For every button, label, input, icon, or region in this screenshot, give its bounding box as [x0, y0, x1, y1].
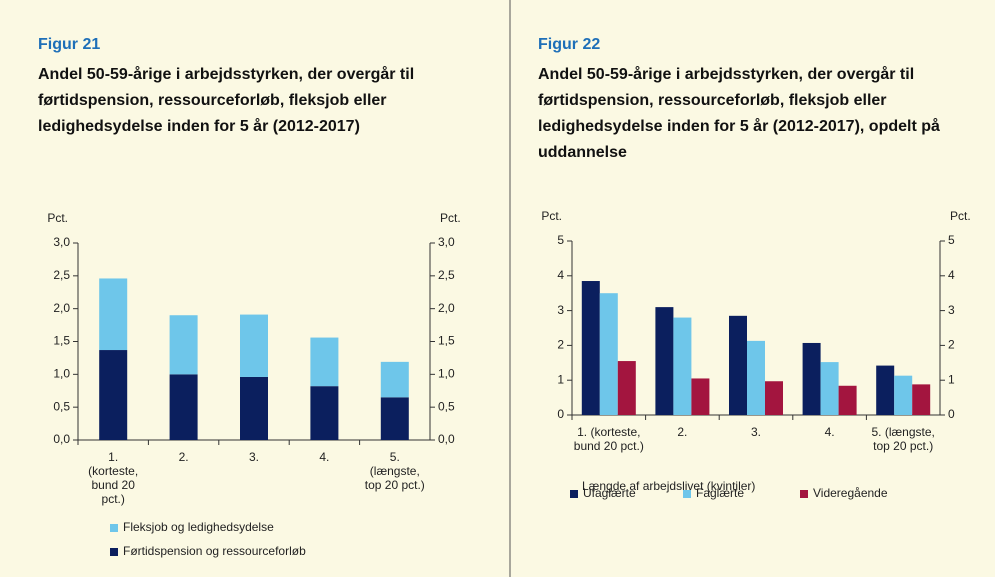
y-tick-label: 5	[948, 233, 955, 247]
bar-segment	[380, 397, 409, 440]
x-axis-label: Længde af arbejdslivet (kvintiler)	[582, 479, 756, 493]
y-tick-label: 3	[557, 303, 564, 317]
y-tick-label: 0,0	[438, 432, 455, 446]
bar	[599, 293, 618, 415]
y-tick-label: 0,5	[438, 399, 455, 413]
x-tick-label: 1. (korteste, bund 20 pct.)	[573, 425, 644, 453]
legend-label: Førtidspension og ressourceforløb	[123, 544, 306, 558]
y-tick-label: 2	[948, 338, 955, 352]
y-tick-label: 0,0	[53, 432, 70, 446]
y-tick-label: 1	[557, 372, 564, 386]
bar-segment	[240, 314, 268, 377]
x-tick-label: 4.	[319, 450, 330, 464]
y-tick-label: 2	[557, 338, 564, 352]
legend-swatch	[110, 548, 118, 556]
bar	[912, 384, 931, 415]
x-tick-label: 1. (korteste, bund 20 pct.)	[88, 450, 139, 506]
bar	[802, 342, 821, 415]
bar	[581, 281, 600, 415]
legend-label: Videregående	[813, 486, 888, 500]
bar	[747, 340, 765, 415]
bar-segment	[310, 386, 339, 440]
y-tick-label: 3	[948, 303, 955, 317]
y-axis-label: Pct.	[541, 209, 562, 223]
y-tick-label: 4	[557, 268, 564, 282]
legend-swatch	[110, 524, 118, 532]
legend-label: Ufaglærte	[583, 486, 636, 500]
figure-label: Figur 22	[538, 36, 601, 53]
x-tick-label: 3.	[248, 450, 259, 464]
y-tick-label: 4	[948, 268, 955, 282]
bar	[673, 317, 692, 415]
y-axis-label: Pct.	[950, 209, 971, 223]
y-tick-label: 1,0	[53, 367, 70, 381]
y-tick-label: 3,0	[53, 235, 70, 249]
x-tick-label: 3.	[750, 425, 761, 439]
legend-swatch	[570, 490, 578, 498]
bar	[691, 378, 710, 415]
y-tick-label: 1	[948, 372, 955, 386]
y-tick-label: 3,0	[438, 235, 455, 249]
x-tick-label: 2.	[677, 425, 688, 439]
x-tick-label: 4.	[824, 425, 835, 439]
bar	[765, 381, 783, 415]
y-tick-label: 0,5	[53, 399, 70, 413]
figure-label: Figur 21	[38, 36, 101, 53]
x-tick-label: 5. (længste, top 20 pct.)	[364, 450, 425, 492]
y-tick-label: 2,0	[438, 301, 455, 315]
y-tick-label: 2,0	[53, 301, 70, 315]
bar-segment	[310, 337, 339, 387]
legend-swatch	[683, 490, 691, 498]
legend-swatch	[800, 490, 808, 498]
bar-segment	[99, 278, 128, 351]
y-tick-label: 5	[557, 233, 564, 247]
y-axis-label: Pct.	[440, 211, 461, 225]
bar	[655, 307, 674, 415]
bar	[876, 365, 895, 415]
y-tick-label: 1,5	[438, 334, 455, 348]
bar-segment	[169, 374, 198, 440]
y-tick-label: 0	[557, 407, 564, 421]
bar-segment	[240, 376, 268, 440]
chart-title: Andel 50-59-årige i arbejdsstyrken, der …	[538, 66, 940, 161]
y-tick-label: 1,5	[53, 334, 70, 348]
x-tick-label: 5. (længste, top 20 pct.)	[871, 425, 935, 453]
y-tick-label: 2,5	[438, 268, 455, 282]
bar	[838, 385, 857, 415]
bar	[729, 315, 747, 415]
bar-segment	[380, 361, 409, 398]
legend-label: Fleksjob og ledighedsydelse	[123, 520, 274, 534]
y-axis-label: Pct.	[47, 211, 68, 225]
x-tick-label: 2.	[178, 450, 189, 464]
y-tick-label: 0	[948, 407, 955, 421]
chart-title: Andel 50-59-årige i arbejdsstyrken, der …	[38, 66, 415, 135]
y-tick-label: 2,5	[53, 268, 70, 282]
bar-segment	[99, 350, 128, 440]
bar	[617, 361, 636, 415]
legend-label: Faglærte	[696, 486, 745, 500]
bar	[820, 362, 839, 415]
y-tick-label: 1,0	[438, 367, 455, 381]
bar	[894, 375, 913, 415]
bar-segment	[169, 315, 198, 375]
